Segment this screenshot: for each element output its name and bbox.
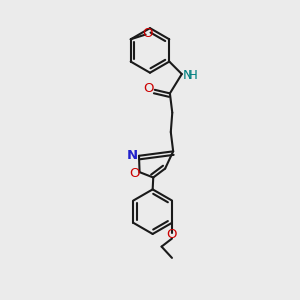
Text: O: O: [167, 228, 177, 241]
Text: N: N: [182, 69, 192, 82]
Text: O: O: [129, 167, 140, 180]
Text: O: O: [143, 82, 154, 95]
Text: N: N: [127, 149, 138, 162]
Text: H: H: [188, 69, 197, 82]
Text: O: O: [142, 27, 153, 40]
